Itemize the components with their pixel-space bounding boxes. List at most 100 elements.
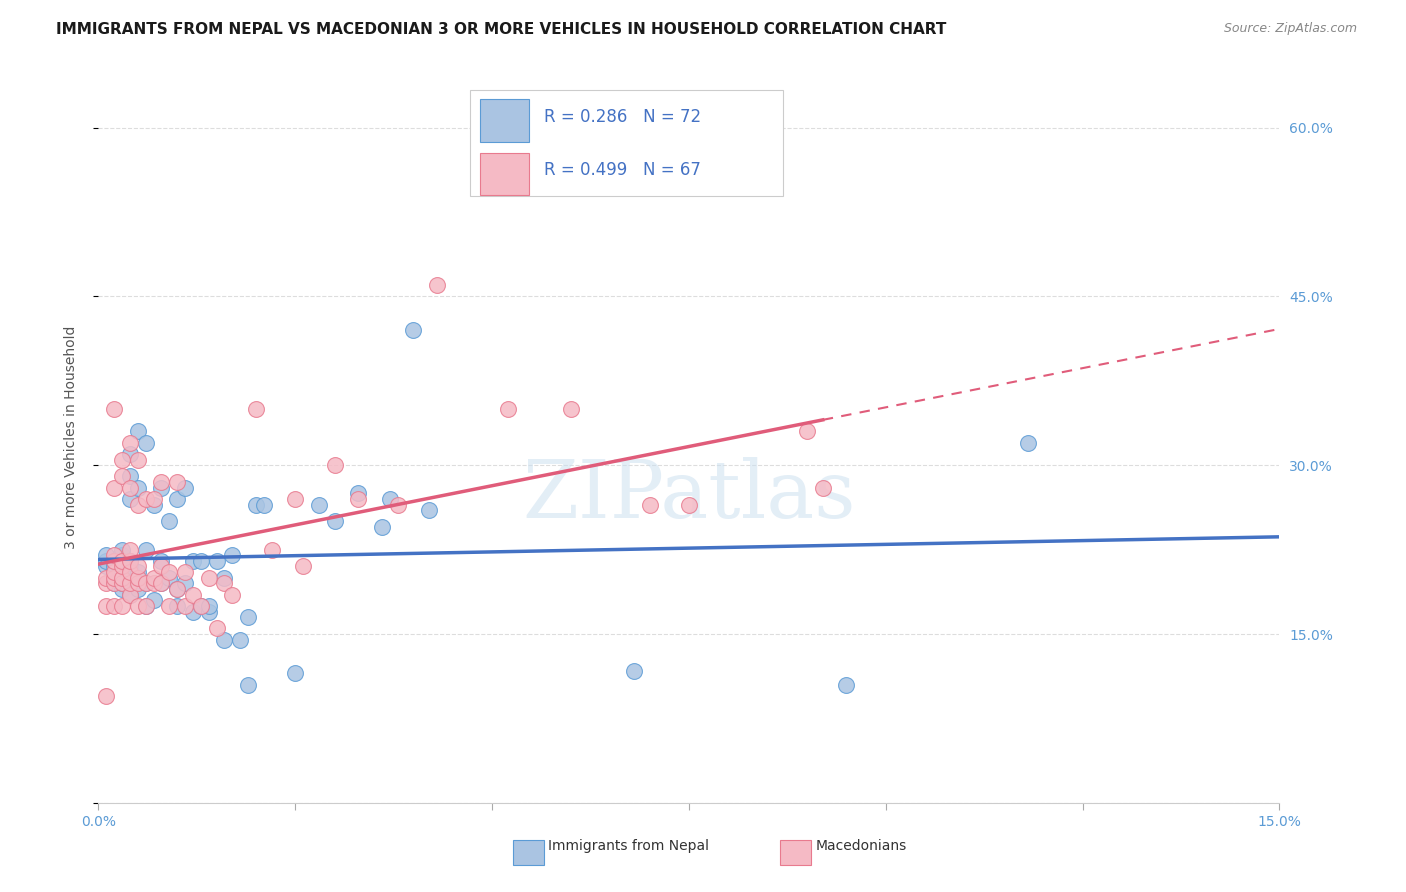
Point [221,588,243,602]
Text: R = 0.286   N = 72: R = 0.286 N = 72 [544,108,700,126]
Point [1017,435,1039,450]
Point [166,582,188,596]
Point [111,554,134,568]
Point [174,481,197,495]
Point [111,565,134,579]
Point [127,599,149,613]
Point [157,515,180,529]
Point [678,498,700,512]
Point [229,632,252,647]
Point [127,571,149,585]
Point [96,548,118,562]
Point [174,565,197,579]
Point [103,576,125,591]
Point [127,498,149,512]
Point [135,576,157,591]
Point [418,503,440,517]
Point [150,559,173,574]
Point [135,599,157,613]
Point [347,486,370,500]
Point [190,554,212,568]
Point [111,571,134,585]
FancyBboxPatch shape [780,840,811,865]
FancyBboxPatch shape [513,840,544,865]
FancyBboxPatch shape [471,90,783,195]
Point [118,571,141,585]
Point [103,554,125,568]
Point [142,571,165,585]
Point [127,481,149,495]
Point [118,565,141,579]
Point [150,554,173,568]
Point [157,571,180,585]
Point [118,447,141,461]
Point [127,571,149,585]
Text: Immigrants from Nepal: Immigrants from Nepal [548,838,710,853]
Point [111,559,134,574]
Point [157,599,180,613]
Text: IMMIGRANTS FROM NEPAL VS MACEDONIAN 3 OR MORE VEHICLES IN HOUSEHOLD CORRELATION : IMMIGRANTS FROM NEPAL VS MACEDONIAN 3 OR… [56,22,946,37]
Point [197,599,219,613]
Point [214,632,236,647]
Point [190,599,212,613]
Point [135,599,157,613]
Point [245,498,267,512]
Point [181,605,204,619]
Point [118,559,141,574]
Point [426,278,449,293]
Text: Source: ZipAtlas.com: Source: ZipAtlas.com [1223,22,1357,36]
Point [150,576,173,591]
Point [260,542,283,557]
Point [103,554,125,568]
Point [118,554,141,568]
Point [236,610,259,624]
Point [96,571,118,585]
FancyBboxPatch shape [479,99,530,142]
Point [118,435,141,450]
Point [292,559,315,574]
FancyBboxPatch shape [479,153,530,195]
Point [166,599,188,613]
Point [103,571,125,585]
Point [135,576,157,591]
Point [111,571,134,585]
Point [323,458,346,473]
Point [103,599,125,613]
Point [96,689,118,703]
Point [347,491,370,506]
Point [323,515,346,529]
Point [166,582,188,596]
Point [135,435,157,450]
Point [197,571,219,585]
Point [96,576,118,591]
Point [111,576,134,591]
Point [96,554,118,568]
Point [135,542,157,557]
Point [623,664,645,678]
Point [402,323,425,337]
Point [150,481,173,495]
Point [166,475,188,489]
Point [118,576,141,591]
Point [111,469,134,483]
Point [118,554,141,568]
Point [142,498,165,512]
Point [103,401,125,416]
Point [181,554,204,568]
Point [190,599,212,613]
Point [127,576,149,591]
Point [127,565,149,579]
Point [103,571,125,585]
Point [811,481,834,495]
Point [205,554,228,568]
Point [197,605,219,619]
Point [103,571,125,585]
Point [181,588,204,602]
Point [118,542,141,557]
Point [103,565,125,579]
Point [135,491,157,506]
Point [118,491,141,506]
Point [253,498,276,512]
Point [111,542,134,557]
Point [796,425,818,439]
